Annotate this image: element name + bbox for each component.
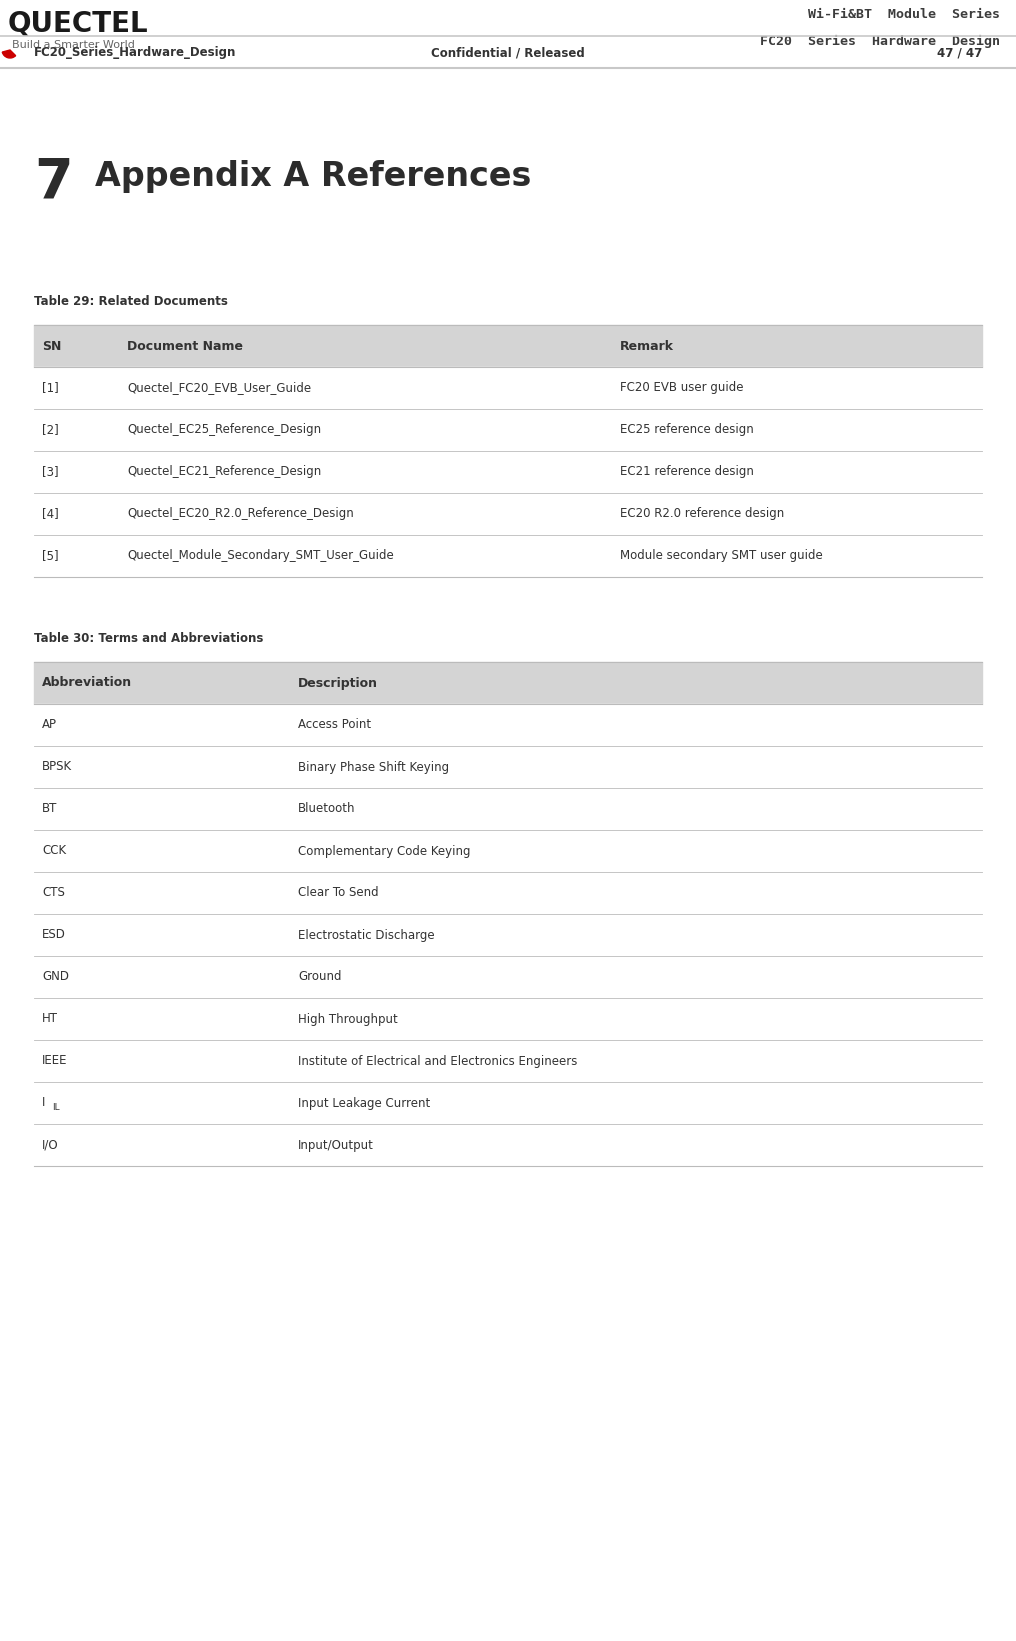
Text: QUECTEL: QUECTEL — [8, 10, 148, 38]
Text: Clear To Send: Clear To Send — [298, 886, 379, 899]
Text: Document Name: Document Name — [127, 340, 243, 353]
Text: Abbreviation: Abbreviation — [42, 676, 132, 689]
Text: Table 30: Terms and Abbreviations: Table 30: Terms and Abbreviations — [34, 632, 263, 645]
Text: Binary Phase Shift Keying: Binary Phase Shift Keying — [298, 760, 449, 773]
Bar — [34, 1040, 982, 1081]
Text: Description: Description — [298, 676, 378, 689]
Text: EC20 R2.0 reference design: EC20 R2.0 reference design — [621, 507, 784, 520]
Text: IEEE: IEEE — [42, 1055, 67, 1068]
Text: Build a Smarter World: Build a Smarter World — [12, 39, 135, 49]
Text: [2]: [2] — [42, 423, 59, 437]
Bar — [34, 788, 982, 830]
Bar — [0, 0, 1016, 67]
Text: HT: HT — [42, 1012, 58, 1026]
Wedge shape — [2, 49, 15, 57]
Bar — [34, 535, 982, 578]
Text: Remark: Remark — [621, 340, 675, 353]
Text: Quectel_EC21_Reference_Design: Quectel_EC21_Reference_Design — [127, 466, 322, 479]
Text: 47 / 47: 47 / 47 — [937, 46, 982, 59]
Text: FC20_Series_Hardware_Design: FC20_Series_Hardware_Design — [34, 46, 237, 59]
Text: CTS: CTS — [42, 886, 65, 899]
Text: GND: GND — [42, 970, 69, 983]
Text: Bluetooth: Bluetooth — [298, 802, 356, 816]
Bar — [34, 492, 982, 535]
Text: BPSK: BPSK — [42, 760, 72, 773]
Text: BT: BT — [42, 802, 57, 816]
Text: Ground: Ground — [298, 970, 341, 983]
Bar — [34, 409, 982, 451]
Bar — [34, 1081, 982, 1124]
Text: SN: SN — [42, 340, 61, 353]
Bar — [34, 998, 982, 1040]
Bar — [34, 957, 982, 998]
Text: Quectel_EC20_R2.0_Reference_Design: Quectel_EC20_R2.0_Reference_Design — [127, 507, 354, 520]
Text: Quectel_EC25_Reference_Design: Quectel_EC25_Reference_Design — [127, 423, 321, 437]
Text: I/O: I/O — [42, 1139, 59, 1152]
Bar — [34, 747, 982, 788]
Text: AP: AP — [42, 719, 57, 732]
Text: CCK: CCK — [42, 845, 66, 858]
Text: Access Point: Access Point — [298, 719, 371, 732]
Bar — [34, 451, 982, 492]
Text: EC25 reference design: EC25 reference design — [621, 423, 754, 437]
Text: [5]: [5] — [42, 550, 59, 563]
Text: I: I — [42, 1096, 46, 1109]
Text: IL: IL — [52, 1103, 60, 1111]
Bar — [34, 661, 982, 704]
Text: Quectel_Module_Secondary_SMT_User_Guide: Quectel_Module_Secondary_SMT_User_Guide — [127, 550, 394, 563]
Text: Complementary Code Keying: Complementary Code Keying — [298, 845, 470, 858]
Text: FC20 EVB user guide: FC20 EVB user guide — [621, 381, 744, 394]
Bar — [34, 914, 982, 957]
Text: Module secondary SMT user guide: Module secondary SMT user guide — [621, 550, 823, 563]
Text: Input Leakage Current: Input Leakage Current — [298, 1096, 430, 1109]
Text: 7: 7 — [34, 154, 72, 208]
Text: EC21 reference design: EC21 reference design — [621, 466, 754, 479]
Text: Electrostatic Discharge: Electrostatic Discharge — [298, 929, 435, 942]
Bar — [34, 325, 982, 368]
Bar — [34, 368, 982, 409]
Bar — [34, 1124, 982, 1167]
Text: [4]: [4] — [42, 507, 59, 520]
Bar — [34, 830, 982, 871]
Text: Wi-Fi&BT  Module  Series: Wi-Fi&BT Module Series — [808, 8, 1000, 21]
Text: Input/Output: Input/Output — [298, 1139, 374, 1152]
Text: ESD: ESD — [42, 929, 66, 942]
Text: Table 29: Related Documents: Table 29: Related Documents — [34, 295, 228, 309]
Bar — [34, 871, 982, 914]
Text: High Throughput: High Throughput — [298, 1012, 397, 1026]
Text: Quectel_FC20_EVB_User_Guide: Quectel_FC20_EVB_User_Guide — [127, 381, 312, 394]
Text: [1]: [1] — [42, 381, 59, 394]
Text: FC20  Series  Hardware  Design: FC20 Series Hardware Design — [760, 34, 1000, 48]
Text: Institute of Electrical and Electronics Engineers: Institute of Electrical and Electronics … — [298, 1055, 577, 1068]
Bar — [34, 704, 982, 747]
Text: [3]: [3] — [42, 466, 59, 479]
Text: Appendix A References: Appendix A References — [96, 161, 531, 194]
Text: Confidential / Released: Confidential / Released — [431, 46, 585, 59]
